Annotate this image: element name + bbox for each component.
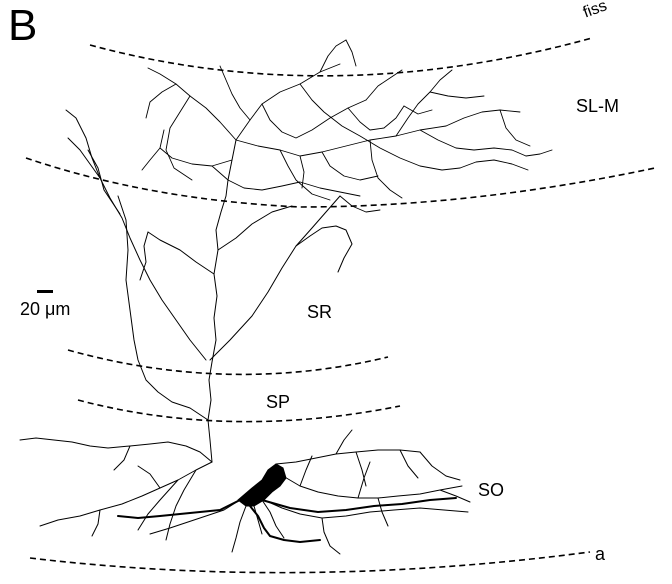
apical-dendrites (65, 109, 353, 463)
layer-label-sr: SR (307, 302, 333, 322)
boundary-alveus (29, 551, 591, 574)
layer-label-slm: SL-M (576, 96, 620, 116)
apical-tuft (141, 39, 553, 213)
layer-label-sp: SP (266, 392, 291, 412)
basal-dendrites (19, 429, 471, 555)
boundary-sp-so (77, 399, 401, 423)
axon (117, 497, 457, 543)
boundary-hippocampal-fissure (89, 37, 593, 77)
boundary-slm-sr (25, 157, 656, 208)
layer-label-alveus: a (595, 544, 606, 564)
panel-letter: B (8, 1, 38, 50)
boundary-sr-sp (67, 349, 389, 376)
scale-bar (37, 290, 53, 293)
scale-bar-label: 20 μm (20, 299, 71, 319)
layer-label-so: SO (478, 480, 505, 500)
